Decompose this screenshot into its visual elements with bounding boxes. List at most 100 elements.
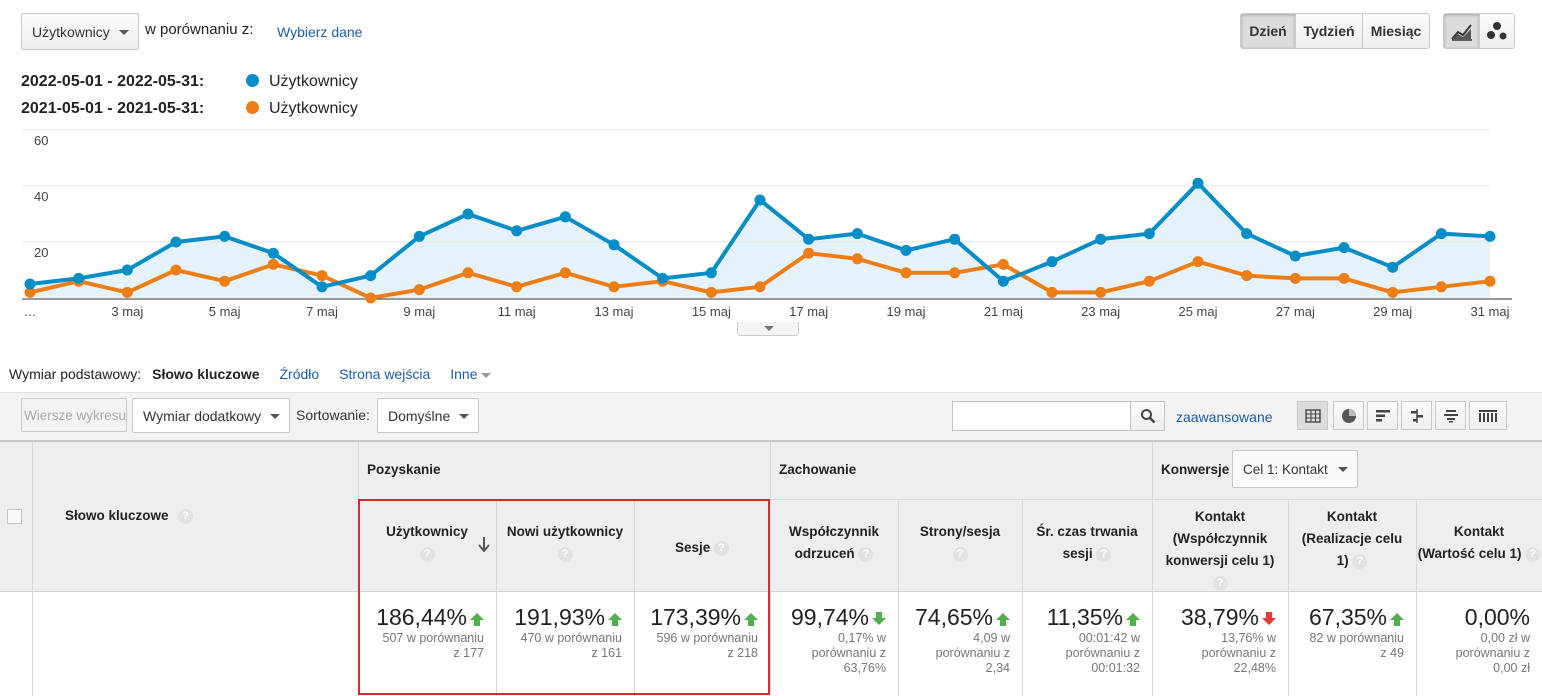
column-header-8[interactable]: Kontakt (Wartość celu 1) ? [1416,521,1542,565]
data-point[interactable] [900,244,912,256]
help-icon[interactable]: ? [1525,546,1541,562]
data-point[interactable] [219,275,231,287]
secondary-dimension-select[interactable]: Wymiar dodatkowy [132,398,290,433]
data-point[interactable] [900,267,912,279]
table-search-input[interactable] [952,401,1132,431]
data-point[interactable] [267,247,279,259]
help-icon[interactable]: ? [1096,546,1112,562]
help-icon[interactable]: ? [178,508,194,524]
data-point[interactable] [1241,228,1253,240]
data-point[interactable] [608,281,620,293]
table-view-button[interactable] [1297,401,1328,430]
data-point[interactable] [851,228,863,240]
data-point[interactable] [1484,230,1496,242]
sort-select[interactable]: Domyślne [377,398,479,433]
period-month-button[interactable]: Miesiąc [1362,13,1430,49]
data-point[interactable] [413,230,425,242]
data-point[interactable] [511,225,523,237]
keyword-column-header[interactable]: Słowo kluczowe ? [65,508,194,524]
data-point[interactable] [1289,272,1301,284]
data-point[interactable] [1484,275,1496,287]
pivot-view-button[interactable] [1469,401,1507,430]
data-point[interactable] [608,239,620,251]
select-all-checkbox[interactable] [7,509,22,524]
data-point[interactable] [705,267,717,279]
data-point[interactable] [997,258,1009,270]
data-point[interactable] [316,281,328,293]
column-header-7[interactable]: Kontakt (Realizacje celu 1) ? [1288,506,1416,572]
period-week-button[interactable]: Tydzień [1295,13,1363,49]
term-cloud-button[interactable] [1435,401,1466,430]
data-point[interactable] [1338,272,1350,284]
data-point[interactable] [1338,242,1350,254]
data-point[interactable] [559,267,571,279]
data-point[interactable] [997,275,1009,287]
data-point[interactable] [170,264,182,276]
help-icon[interactable]: ? [1212,575,1228,591]
data-point[interactable] [1435,281,1447,293]
data-point[interactable] [24,278,36,290]
sort-desc-icon[interactable] [478,536,490,557]
data-point[interactable] [511,281,523,293]
data-point[interactable] [413,284,425,296]
chart-collapse-handle[interactable] [737,322,799,336]
data-point[interactable] [559,211,571,223]
column-header-1[interactable]: Nowi użytkownicy? [496,521,634,565]
column-header-4[interactable]: Strony/sesja? [898,521,1022,565]
data-point[interactable] [316,270,328,282]
data-point[interactable] [365,292,377,304]
data-point[interactable] [705,286,717,298]
data-point[interactable] [1192,177,1204,189]
data-point[interactable] [754,194,766,206]
help-icon[interactable]: ? [557,546,573,562]
help-icon[interactable]: ? [952,546,968,562]
data-point[interactable] [462,208,474,220]
motion-chart-button[interactable] [1479,13,1515,49]
performance-view-button[interactable] [1367,401,1398,430]
data-point[interactable] [1387,261,1399,273]
pie-view-button[interactable] [1333,401,1364,430]
data-point[interactable] [24,286,36,298]
column-header-6[interactable]: Kontakt (Współczynnik konwersji celu 1)? [1152,506,1288,594]
data-point[interactable] [949,267,961,279]
dimension-source-link[interactable]: Źródło [279,366,320,382]
data-point[interactable] [1143,228,1155,240]
dimension-other-link[interactable]: Inne [450,366,478,382]
data-point[interactable] [1435,228,1447,240]
data-point[interactable] [1046,256,1058,268]
data-point[interactable] [803,233,815,245]
line-chart-button[interactable] [1443,13,1480,49]
data-point[interactable] [1143,275,1155,287]
data-point[interactable] [949,233,961,245]
data-point[interactable] [1387,286,1399,298]
data-point[interactable] [1095,286,1107,298]
help-icon[interactable]: ? [858,546,874,562]
data-point[interactable] [121,264,133,276]
data-point[interactable] [803,247,815,259]
plot-rows-button[interactable]: Wiersze wykresu [21,398,127,432]
data-point[interactable] [219,230,231,242]
period-day-button[interactable]: Dzień [1240,13,1296,49]
data-point[interactable] [1289,250,1301,262]
data-point[interactable] [170,236,182,248]
data-point[interactable] [73,272,85,284]
comparison-view-button[interactable] [1401,401,1432,430]
data-point[interactable] [1241,270,1253,282]
goal-select[interactable]: Cel 1: Kontakt [1232,450,1358,488]
data-point[interactable] [365,270,377,282]
help-icon[interactable]: ? [1352,553,1368,569]
data-point[interactable] [267,258,279,270]
column-header-2[interactable]: Sesje ? [634,537,770,559]
data-point[interactable] [851,253,863,265]
help-icon[interactable]: ? [714,540,730,556]
search-button[interactable] [1130,401,1165,431]
data-point[interactable] [657,272,669,284]
data-point[interactable] [121,286,133,298]
data-point[interactable] [1192,256,1204,268]
dimension-landing-page-link[interactable]: Strona wejścia [339,366,431,382]
advanced-filter-link[interactable]: zaawansowane [1176,409,1273,425]
column-header-3[interactable]: Współczynnik odrzuceń ? [770,521,898,565]
help-icon[interactable]: ? [419,546,435,562]
users-line-chart[interactable] [0,120,1542,320]
data-point[interactable] [462,267,474,279]
